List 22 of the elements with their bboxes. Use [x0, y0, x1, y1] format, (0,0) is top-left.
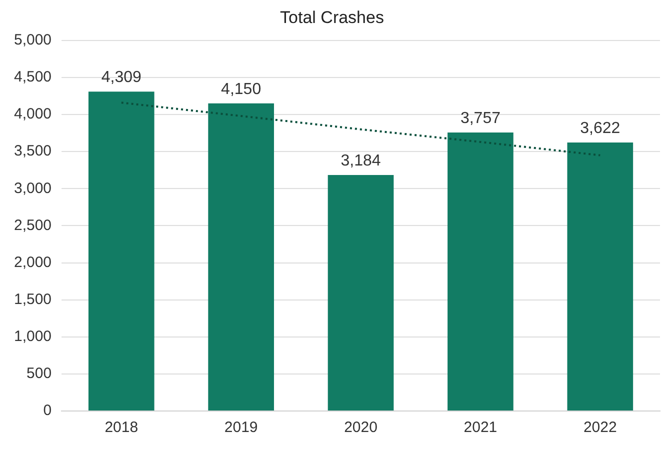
y-tick-label: 3,000 [14, 180, 52, 197]
x-tick-label: 2022 [583, 419, 617, 436]
y-tick-label: 0 [43, 402, 52, 420]
y-tick-label: 1,000 [14, 328, 52, 346]
y-tick-label: 500 [26, 365, 52, 382]
data-label: 3,184 [340, 152, 381, 170]
y-tick-label: 3,500 [14, 142, 52, 160]
y-tick-label: 4,500 [14, 68, 52, 86]
y-tick-label: 2,500 [14, 216, 52, 234]
x-tick-label: 2021 [464, 419, 498, 436]
x-tick-label: 2018 [104, 419, 138, 436]
data-label: 4,309 [101, 69, 142, 86]
y-tick-label: 1,500 [14, 290, 52, 308]
data-label: 3,757 [460, 110, 501, 127]
data-label: 3,622 [580, 120, 620, 137]
y-tick-label: 5,000 [14, 32, 52, 49]
x-tick-label: 2019 [224, 419, 258, 436]
y-tick-label: 2,000 [14, 254, 52, 271]
x-tick-label: 2020 [344, 419, 378, 436]
chart-title: Total Crashes [280, 8, 384, 27]
y-tick-label: 4,000 [14, 106, 52, 123]
data-label: 4,150 [221, 80, 262, 98]
